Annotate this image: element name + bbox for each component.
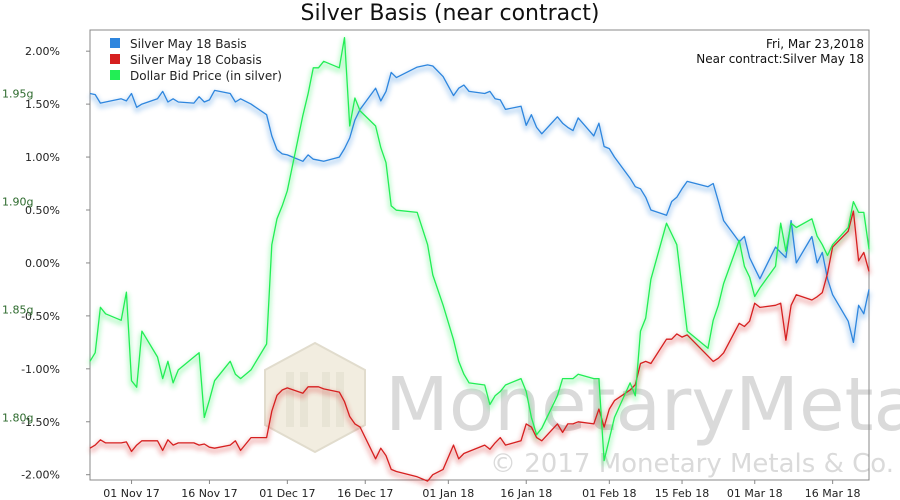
series-line-dollar-bid [89, 36, 870, 462]
right-axis-tick-label: 1.95g [2, 88, 33, 101]
left-axis-tick-label: 2.00% [25, 45, 60, 58]
legend-swatch-cobasis [110, 54, 120, 64]
info-box: Fri, Mar 23,2018 Near contract:Silver Ma… [696, 37, 864, 66]
series-glow-dollar-bid [87, 38, 872, 467]
series-glows [87, 38, 872, 487]
x-axis-tick-label: 16 Nov 17 [181, 487, 237, 500]
x-axis: 01 Nov 17 16 Nov 17 01 Dec 17 16 Dec 17 01 J… [103, 480, 861, 500]
left-axis-tick-label: -1.50% [21, 416, 60, 429]
plot-area-frame [89, 29, 870, 481]
x-axis-tick-label: 16 Dec 17 [337, 487, 393, 500]
series-line-cobasis [89, 210, 870, 482]
right-axis: 1.95g 1.90g 1.85g 1.80g [2, 88, 33, 425]
info-date: Fri, Mar 23,2018 [766, 37, 864, 51]
left-axis-tick-label: 0.50% [25, 204, 60, 217]
x-axis-tick-label: 16 Jan 18 [500, 487, 552, 500]
left-axis: 2.00% 1.50% 1.00% 0.50% 0.00% -0.50% -1.00% -1.… [21, 45, 90, 482]
left-axis-tick-label: 1.00% [25, 151, 60, 164]
left-axis-tick-label: -0.50% [21, 310, 60, 323]
series-glow-cobasis [88, 211, 872, 487]
watermark-copyright: © 2017 Monetary Metals & Co. [490, 449, 894, 479]
legend-label-basis: Silver May 18 Basis [130, 37, 247, 51]
x-axis-tick-label: 01 Mar 18 [727, 487, 783, 500]
x-axis-tick-label: 01 Nov 17 [103, 487, 159, 500]
left-axis-tick-label: -1.00% [21, 363, 60, 376]
right-axis-tick-label: 1.90g [2, 196, 33, 209]
series-glow-basis [89, 65, 872, 348]
chart-title: Silver Basis (near contract) [301, 1, 600, 26]
left-axis-tick-label: 1.50% [25, 98, 60, 111]
x-axis-tick-label: 01 Feb 18 [582, 487, 636, 500]
x-axis-tick-label: 15 Feb 18 [655, 487, 709, 500]
series-line-basis [89, 64, 870, 344]
legend-swatch-basis [110, 38, 120, 48]
right-axis-tick-label: 1.85g [2, 303, 33, 316]
right-axis-tick-label: 1.80g [2, 411, 33, 424]
x-axis-tick-label: 01 Jan 18 [422, 487, 474, 500]
left-axis-tick-label: -2.00% [21, 469, 60, 482]
x-axis-tick-label: 01 Dec 17 [259, 487, 315, 500]
legend-label-dollar-bid: Dollar Bid Price (in silver) [130, 69, 282, 83]
info-near-contract: Near contract:Silver May 18 [696, 52, 864, 66]
series-lines [89, 36, 870, 482]
legend-label-cobasis: Silver May 18 Cobasis [130, 53, 262, 67]
legend: Silver May 18 Basis Silver May 18 Cobasi… [110, 37, 282, 83]
left-axis-tick-label: 0.00% [25, 257, 60, 270]
legend-swatch-dollar-bid [110, 70, 120, 80]
x-axis-tick-label: 16 Mar 18 [805, 487, 861, 500]
